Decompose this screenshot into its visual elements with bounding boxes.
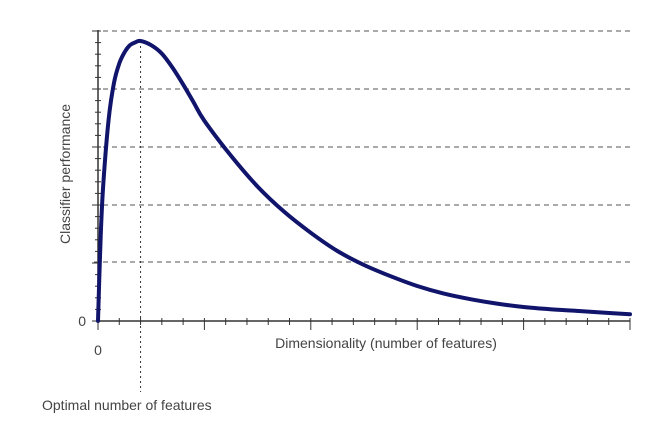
performance-curve: [96, 38, 632, 323]
x-tick-label-0: 0: [94, 342, 102, 358]
grid-lines: [94, 30, 630, 263]
optimum-label: Optimal number of features: [42, 397, 212, 413]
axis-ticks: [92, 30, 631, 330]
y-axis-label: Classifier performance: [57, 104, 73, 244]
x-axis-label: Dimensionality (number of features): [275, 335, 497, 351]
y-tick-label-0: 0: [78, 313, 86, 329]
